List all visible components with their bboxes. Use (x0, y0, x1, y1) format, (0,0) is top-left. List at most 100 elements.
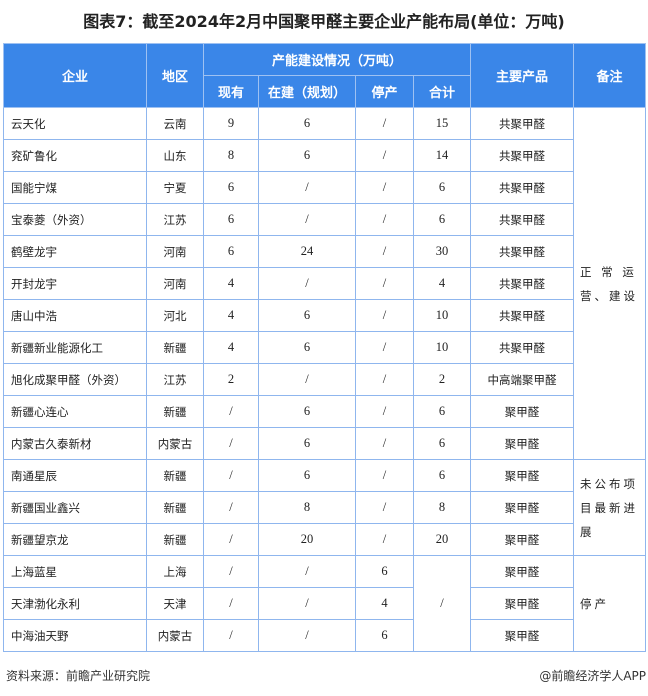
cell-product: 聚甲醛 (470, 395, 575, 428)
cell-stopped: / (355, 523, 414, 556)
cell-existing: 2 (203, 363, 259, 396)
cell-existing: / (203, 491, 259, 524)
header-existing: 现有 (203, 75, 259, 108)
table-row: 新疆国业鑫兴 新疆/8/8 聚甲醛 (3, 491, 646, 524)
cell-product: 聚甲醛 (470, 523, 575, 556)
table-row: 新疆新业能源化工 新疆 4 6/10 共聚甲醛 (3, 331, 646, 364)
cell-building: / (258, 619, 356, 652)
cell-existing: / (203, 523, 259, 556)
header-product: 主要产品 (470, 43, 575, 108)
cell-region: 新疆 (146, 459, 204, 492)
cell-region: 天津 (146, 587, 204, 620)
cell-company: 开封龙宇 (3, 267, 147, 300)
cell-stopped: / (355, 267, 414, 300)
cell-region: 河北 (146, 299, 204, 332)
cell-company: 新疆国业鑫兴 (3, 491, 147, 524)
cell-total: 6 (412, 203, 472, 236)
cell-product: 聚甲醛 (470, 427, 575, 460)
cell-company: 南通星辰 (3, 459, 147, 492)
cell-company: 内蒙古久泰新材 (3, 427, 147, 460)
header-company: 企业 (3, 43, 147, 108)
cell-building: / (258, 587, 356, 620)
cell-region: 山东 (146, 139, 204, 172)
cell-product: 聚甲醛 (470, 555, 575, 588)
table-row: 新疆望京龙 新疆/20/20 聚甲醛 (3, 523, 646, 556)
table-row: 内蒙古久泰新材 内蒙古/6/6 聚甲醛 (3, 427, 646, 460)
cell-region: 内蒙古 (146, 427, 204, 460)
cell-product: 中高端聚甲醛 (470, 363, 575, 396)
table-row: 兖矿鲁化 山东 8 6/14 共聚甲醛 (3, 139, 646, 172)
cell-existing: / (203, 427, 259, 460)
cell-stopped: / (355, 363, 414, 396)
cell-company: 上海蓝星 (3, 555, 147, 588)
cell-region: 上海 (146, 555, 204, 588)
table-row: 宝泰菱（外资） 江苏 6//6 共聚甲醛 (3, 203, 646, 236)
cell-company: 国能宁煤 (3, 171, 147, 204)
cell-product: 共聚甲醛 (470, 331, 575, 364)
cell-existing: 4 (203, 267, 259, 300)
cell-stopped: / (355, 299, 414, 332)
table-row: 鹤壁龙宇 河南 6 24/30 共聚甲醛 (3, 235, 646, 268)
cell-product: 聚甲醛 (470, 459, 575, 492)
cell-region: 河南 (146, 235, 204, 268)
cell-total: 2 (412, 363, 472, 396)
cell-total: 6 (412, 427, 472, 460)
cell-product: 共聚甲醛 (470, 171, 575, 204)
cell-existing: 4 (203, 331, 259, 364)
cell-remark: 未公布项目最新进展 (573, 459, 647, 556)
cell-building: 6 (258, 427, 356, 460)
cell-total: 8 (412, 491, 472, 524)
cell-total: 10 (412, 299, 472, 332)
cell-company: 唐山中浩 (3, 299, 147, 332)
cell-building: / (258, 555, 356, 588)
cell-stopped: / (355, 491, 414, 524)
cell-company: 新疆望京龙 (3, 523, 147, 556)
cell-stopped: / (355, 235, 414, 268)
header-stopped: 停产 (355, 75, 414, 108)
cell-stopped: / (355, 139, 414, 172)
cell-building: 6 (258, 395, 356, 428)
cell-existing: 6 (203, 203, 259, 236)
table-row: 旭化成聚甲醛（外资） 江苏 2//2 中高端聚甲醛 (3, 363, 646, 396)
header-region: 地区 (146, 43, 204, 108)
cell-stopped: / (355, 331, 414, 364)
cell-region: 宁夏 (146, 171, 204, 204)
cell-company: 鹤壁龙宇 (3, 235, 147, 268)
cell-building: 6 (258, 107, 356, 140)
cell-product: 聚甲醛 (470, 587, 575, 620)
cell-existing: / (203, 587, 259, 620)
cell-total: 6 (412, 171, 472, 204)
table-row: 唐山中浩 河北 4 6/10 共聚甲醛 (3, 299, 646, 332)
cell-region: 云南 (146, 107, 204, 140)
cell-company: 兖矿鲁化 (3, 139, 147, 172)
table-row: 南通星辰 新疆/6/6 聚甲醛 未公布项目最新进展 (3, 459, 647, 556)
cell-stopped: 4 (355, 587, 414, 620)
cell-stopped: / (355, 107, 414, 140)
page-title: 图表7：截至2024年2月中国聚甲醛主要企业产能布局(单位：万吨) (83, 12, 565, 31)
cell-existing: 6 (203, 235, 259, 268)
cell-building: 20 (258, 523, 356, 556)
table-row: 中海油天野 内蒙古 //6 聚甲醛 (3, 619, 646, 652)
table-row: 新疆心连心 新疆/6/6 聚甲醛 (3, 395, 646, 428)
cell-total: 10 (412, 331, 472, 364)
cell-company: 云天化 (3, 107, 147, 140)
table-row: 天津渤化永利 天津 //4 聚甲醛 (3, 587, 646, 620)
cell-existing: 9 (203, 107, 259, 140)
cell-region: 新疆 (146, 491, 204, 524)
cell-stopped: / (355, 459, 414, 492)
cell-existing: 6 (203, 171, 259, 204)
cell-building: / (258, 363, 356, 396)
cell-building: / (258, 267, 356, 300)
cell-stopped: / (355, 395, 414, 428)
cell-existing: / (203, 395, 259, 428)
header-remark: 备注 (573, 43, 647, 108)
cell-building: 6 (258, 299, 356, 332)
cell-product: 聚甲醛 (470, 491, 575, 524)
cell-total: 14 (412, 139, 472, 172)
table-row: 上海蓝星 上海 //6/聚甲醛 停产 (3, 555, 647, 652)
cell-region: 新疆 (146, 523, 204, 556)
cell-existing: / (203, 555, 259, 588)
cell-total: 20 (412, 523, 472, 556)
cell-total: 6 (412, 459, 472, 492)
cell-stopped: 6 (355, 619, 414, 652)
